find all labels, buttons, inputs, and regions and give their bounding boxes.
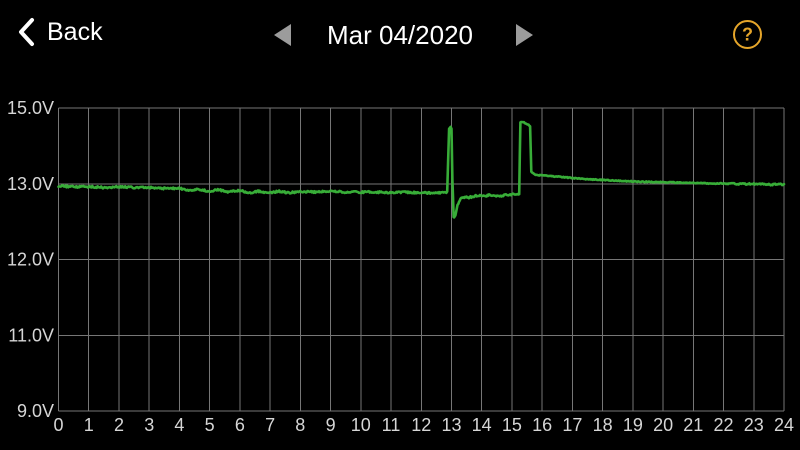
x-tick-label: 1 [84, 415, 94, 435]
x-tick-label: 0 [53, 415, 63, 435]
y-tick-label: 13.0V [7, 174, 54, 194]
y-tick-label: 9.0V [17, 401, 54, 421]
x-tick-label: 23 [744, 415, 764, 435]
y-tick-label: 15.0V [7, 98, 54, 118]
x-tick-label: 8 [295, 415, 305, 435]
x-tick-label: 17 [562, 415, 582, 435]
y-tick-label: 12.0V [7, 250, 54, 270]
back-chevron-icon [19, 18, 34, 46]
x-tick-label: 5 [205, 415, 215, 435]
help-button[interactable]: ? [733, 20, 762, 49]
question-mark-icon: ? [742, 24, 753, 44]
grid-lines [58, 107, 785, 412]
x-tick-label: 20 [653, 415, 673, 435]
x-tick-label: 18 [593, 415, 613, 435]
x-tick-label: 19 [623, 415, 643, 435]
previous-triangle-icon [273, 24, 291, 46]
x-tick-label: 21 [683, 415, 703, 435]
next-triangle-icon [515, 24, 533, 46]
x-tick-label: 10 [351, 415, 371, 435]
x-axis-labels: 0 1 2 3 4 5 6 7 8 9 10 11 12 13 14 15 16 17 18 19 20 21 22 23 24 [53, 415, 794, 435]
x-tick-label: 9 [326, 415, 336, 435]
x-tick-label: 22 [713, 415, 733, 435]
x-tick-label: 3 [144, 415, 154, 435]
next-day-button[interactable] [508, 21, 540, 49]
y-axis-labels: 15.0V 13.0V 12.0V 11.0V 9.0V [7, 98, 54, 421]
x-tick-label: 6 [235, 415, 245, 435]
x-tick-label: 7 [265, 415, 275, 435]
x-tick-label: 24 [774, 415, 794, 435]
voltage-line [57, 120, 786, 219]
x-tick-label: 13 [441, 415, 461, 435]
x-tick-label: 11 [382, 415, 401, 435]
x-tick-label: 12 [411, 415, 431, 435]
x-tick-label: 14 [472, 415, 492, 435]
x-tick-label: 4 [174, 415, 184, 435]
header: Back Mar 04/2020 ? [0, 0, 800, 72]
x-tick-label: 15 [502, 415, 522, 435]
back-button[interactable]: Back [18, 17, 103, 47]
y-tick-label: 11.0V [8, 325, 54, 345]
x-tick-label: 2 [114, 415, 124, 435]
previous-day-button[interactable] [266, 21, 298, 49]
x-tick-label: 16 [532, 415, 552, 435]
date-title: Mar 04/2020 [327, 20, 473, 50]
back-label: Back [47, 17, 103, 46]
